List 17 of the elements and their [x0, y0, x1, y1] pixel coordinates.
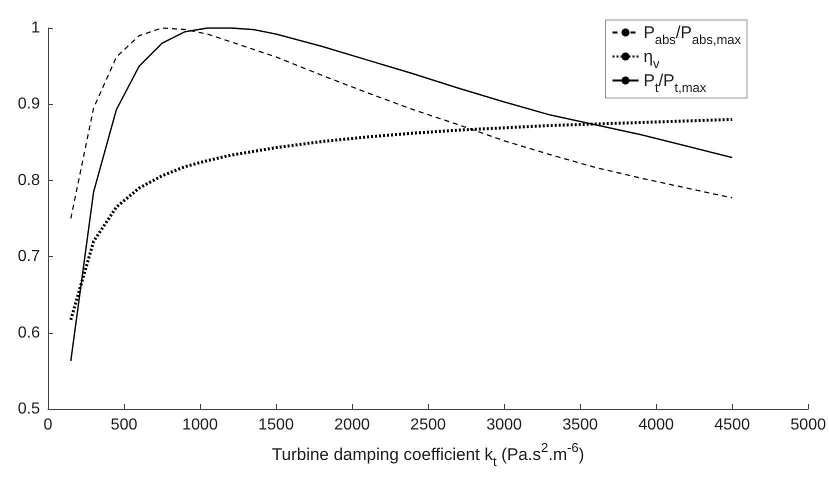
x-tick-label: 500	[110, 416, 138, 434]
y-tick-label: 0.6	[18, 324, 40, 342]
x-tick-label: 3000	[486, 416, 522, 434]
x-tick-label: 2000	[334, 416, 370, 434]
x-tick-label: 1500	[258, 416, 294, 434]
x-tick-label: 2500	[410, 416, 446, 434]
y-tick-label: 0.8	[18, 172, 40, 189]
y-tick-label: 0.7	[18, 248, 40, 266]
x-tick-label: 1000	[182, 416, 218, 434]
x-tick-label: 4000	[638, 416, 674, 434]
x-tick-label: 4500	[714, 416, 750, 434]
x-tick-label: 3500	[562, 416, 598, 434]
y-tick-label: 1	[31, 20, 40, 36]
x-tick-label: 5000	[790, 416, 826, 434]
y-tick-label: 0.5	[18, 400, 40, 418]
y-tick-label: 0.9	[18, 96, 40, 113]
x-tick-label: 0	[44, 416, 53, 434]
